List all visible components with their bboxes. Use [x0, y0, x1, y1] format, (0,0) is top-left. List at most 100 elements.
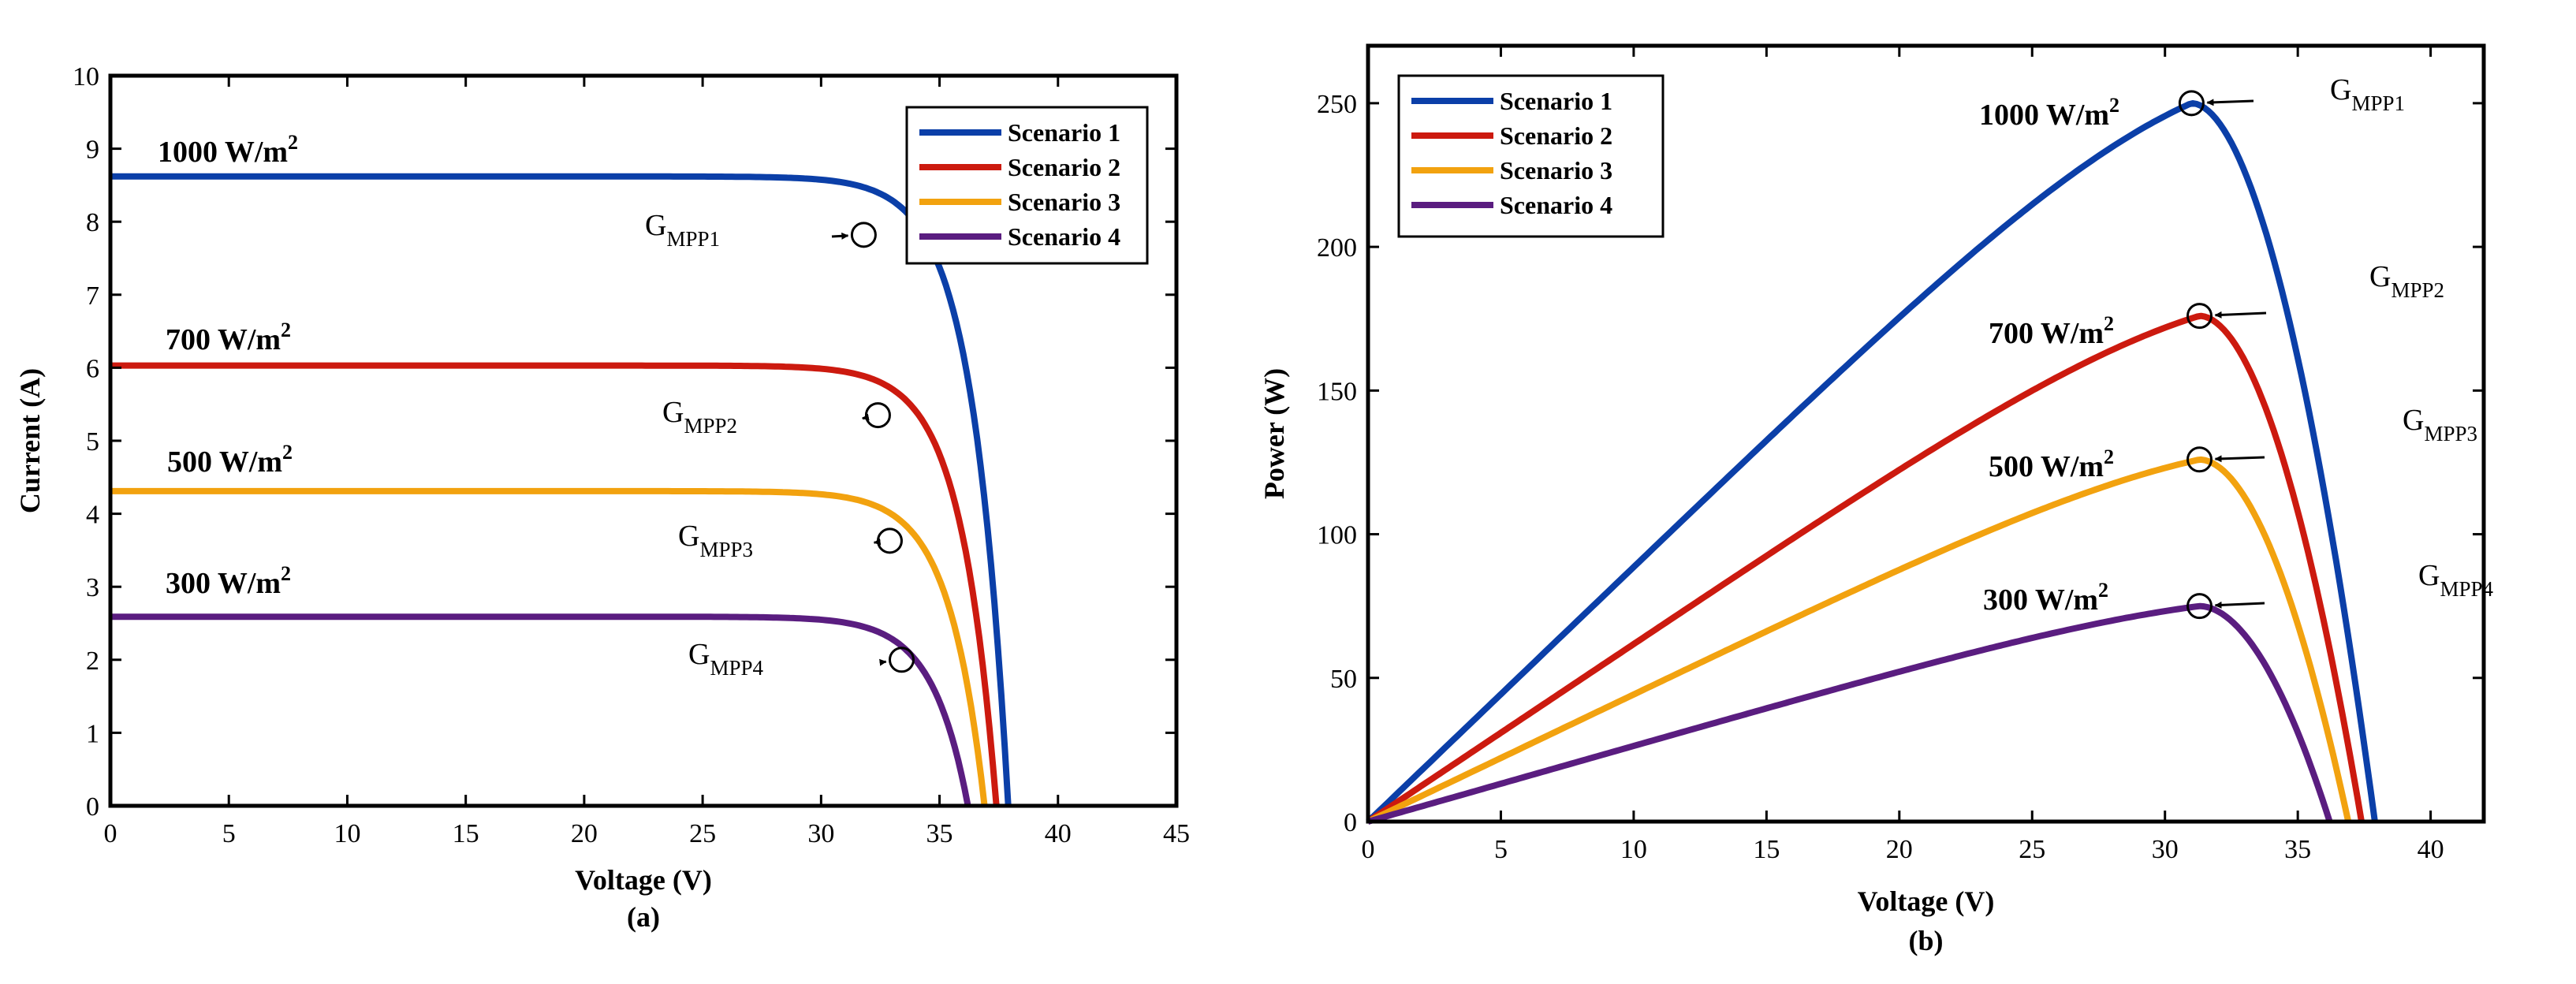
mpp-arrow [2206, 99, 2254, 106]
mpp-arrow [861, 413, 870, 421]
irradiance-label: 700 W/m2 [1989, 312, 2114, 350]
mpp-arrow [2214, 601, 2265, 609]
mpp-label-g: G [2369, 260, 2391, 293]
mpp-arrow [831, 232, 849, 240]
y-axis-label: Current (A) [14, 368, 46, 513]
x-tick-label: 15 [453, 819, 479, 848]
x-tick-label: 5 [222, 819, 236, 848]
irradiance-label: 1000 W/m2 [158, 131, 298, 169]
x-tick-label: 25 [689, 819, 716, 848]
y-tick-label: 250 [1317, 90, 1357, 119]
x-tick-label: 40 [1045, 819, 1072, 848]
series-line-1 [1366, 100, 2378, 824]
x-tick-label: 20 [571, 819, 598, 848]
mpp-arrow [2214, 311, 2267, 319]
x-tick-label: 25 [2019, 835, 2045, 864]
mpp-arrow [2214, 455, 2265, 463]
x-tick-label: 0 [104, 819, 117, 848]
legend-item: Scenario 1 [1008, 118, 1120, 147]
mpp-label-sub: MPP1 [2351, 91, 2405, 115]
mpp-marker-3 [2186, 446, 2213, 473]
mpp-marker-1 [850, 222, 877, 248]
mpp-label-g: G [2403, 404, 2424, 437]
irradiance-superscript: 2 [2098, 579, 2108, 602]
y-tick-label: 100 [1317, 521, 1357, 550]
irradiance-value: 700 W/m [1989, 317, 2104, 350]
y-tick-label: 4 [86, 501, 99, 530]
mpp-marker-1 [2178, 90, 2205, 117]
y-tick-label: 9 [86, 136, 99, 165]
y-tick-label: 10 [73, 62, 99, 91]
irradiance-label: 1000 W/m2 [1979, 94, 2119, 132]
y-tick-label: 7 [86, 281, 99, 311]
irradiance-superscript: 2 [281, 319, 291, 341]
irradiance-value: 300 W/m [166, 567, 281, 600]
y-tick-label: 8 [86, 208, 99, 237]
irradiance-value: 1000 W/m [158, 136, 288, 169]
mpp-marker-4 [888, 647, 915, 673]
x-axis-label: Voltage (V) [575, 864, 712, 896]
panel-caption: (a) [627, 901, 660, 933]
irradiance-label: 300 W/m2 [166, 562, 291, 600]
irradiance-label: 500 W/m2 [167, 441, 293, 479]
irradiance-value: 300 W/m [1983, 583, 2098, 617]
mpp-label-sub: MPP2 [684, 414, 737, 438]
legend-item: Scenario 2 [1008, 153, 1120, 181]
x-tick-label: 10 [1620, 835, 1647, 864]
y-tick-label: 2 [86, 647, 99, 676]
mpp-label: GMPP1 [645, 209, 720, 251]
legend-item: Scenario 4 [1008, 222, 1120, 251]
irradiance-superscript: 2 [2104, 445, 2114, 468]
mpp-marker-2 [2186, 303, 2213, 330]
legend-item: Scenario 3 [1500, 156, 1612, 184]
irradiance-value: 500 W/m [1989, 450, 2104, 483]
x-axis-label: Voltage (V) [1858, 885, 1995, 917]
pv-chart: 0 5 10 15 20 25 30 35 40 0 50 100 150 200 250 Voltage (… [1258, 43, 2493, 956]
mpp-label: GMPP4 [2418, 559, 2493, 601]
mpp-label: GMPP4 [688, 638, 763, 680]
y-tick-label: 3 [86, 573, 99, 602]
x-tick-label: 45 [1163, 819, 1190, 848]
irradiance-superscript: 2 [2104, 312, 2114, 335]
irradiance-superscript: 2 [282, 441, 293, 464]
mpp-label: GMPP3 [2403, 404, 2477, 445]
irradiance-value: 700 W/m [166, 323, 281, 356]
series-line-3 [1366, 456, 2352, 825]
irradiance-label: 500 W/m2 [1989, 445, 2114, 483]
mpp-label-sub: MPP4 [710, 656, 763, 680]
series-line-2 [1366, 312, 2365, 825]
mpp-label-g: G [678, 520, 699, 553]
series-line-2 [110, 362, 1000, 807]
irradiance-value: 1000 W/m [1979, 99, 2109, 132]
mpp-label-g: G [688, 638, 710, 671]
mpp-label-g: G [2330, 73, 2351, 106]
mpp-label-sub: MPP3 [699, 538, 753, 561]
mpp-marker-2 [864, 402, 891, 429]
mpp-label-sub: MPP4 [2440, 577, 2493, 601]
series-line-4 [110, 613, 971, 807]
plot-frame [1366, 43, 2486, 824]
x-tick-label: 20 [1886, 835, 1913, 864]
legend-item: Scenario 3 [1008, 188, 1120, 216]
x-tick-label: 15 [1753, 835, 1780, 864]
mpp-label: GMPP3 [678, 520, 753, 561]
x-tick-label: 35 [2284, 835, 2311, 864]
series-line-1 [110, 173, 1012, 807]
mpp-label-sub: MPP3 [2424, 422, 2477, 445]
mpp-label: GMPP2 [662, 396, 737, 438]
y-tick-label: 6 [86, 354, 99, 383]
series-line-4 [1366, 602, 2333, 825]
y-tick-label: 1 [86, 719, 99, 748]
y-tick-label: 150 [1317, 377, 1357, 406]
legend-item: Scenario 4 [1500, 191, 1612, 219]
irradiance-label: 300 W/m2 [1983, 579, 2108, 617]
irradiance-value: 500 W/m [167, 445, 282, 479]
x-tick-label: 0 [1362, 835, 1375, 864]
x-tick-label: 10 [334, 819, 360, 848]
mpp-label: GMPP2 [2369, 260, 2444, 302]
x-tick-label: 40 [2418, 835, 2444, 864]
mpp-label: GMPP1 [2330, 73, 2405, 115]
mpp-label-g: G [645, 209, 666, 242]
